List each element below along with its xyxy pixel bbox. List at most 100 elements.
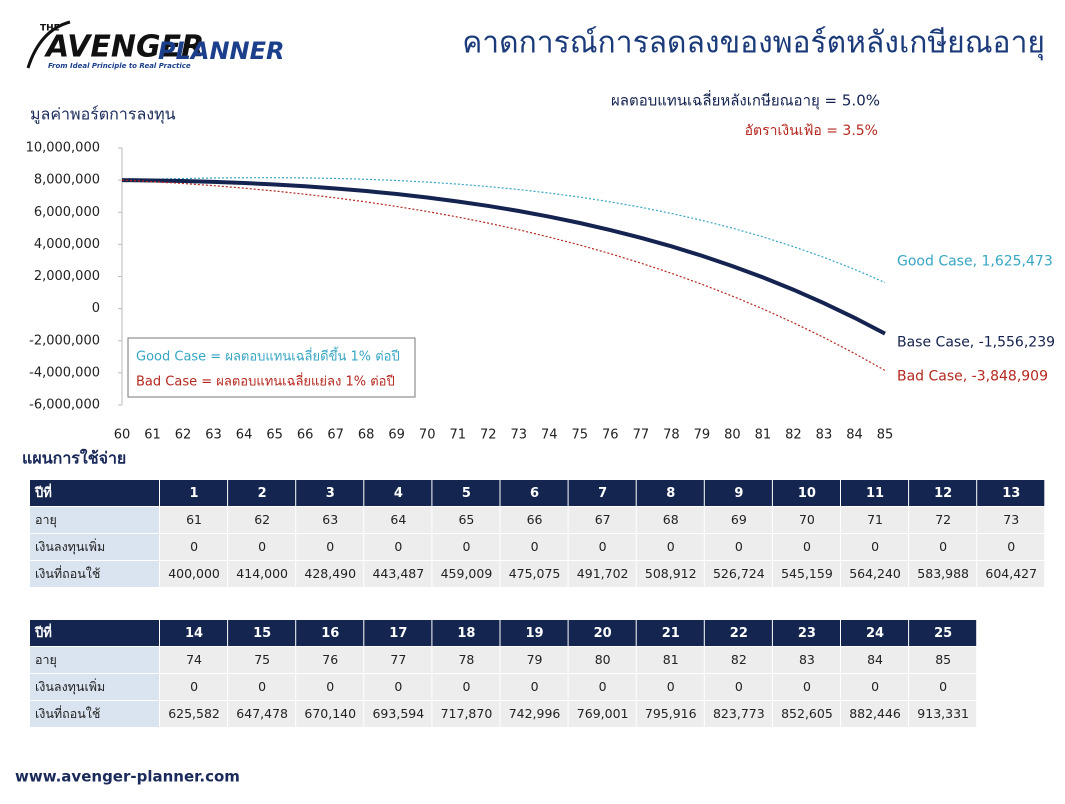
cell-text: 742,996 (509, 706, 561, 721)
header-text: 21 (662, 626, 680, 641)
cell-text: 69 (731, 512, 747, 527)
table-cell (364, 561, 432, 587)
footer: www.avenger-planner.com (15, 768, 240, 786)
y-tick-label: 8,000,000 (34, 173, 100, 188)
table-cell (568, 534, 636, 560)
cell-text: 852,605 (781, 706, 833, 721)
cell-text: 0 (939, 679, 947, 694)
table-cell (977, 507, 1045, 533)
table-cell (500, 534, 568, 560)
cell-text: 70 (799, 512, 815, 527)
cell-text: 604,427 (985, 566, 1037, 581)
logo-swoosh (26, 20, 71, 69)
note-box (127, 337, 416, 398)
header-cell (228, 480, 296, 506)
table-cell (500, 561, 568, 587)
cell-text: 0 (667, 679, 675, 694)
table-cell (909, 674, 977, 700)
cell-text: 0 (939, 539, 947, 554)
cell-text: 0 (326, 679, 334, 694)
annotation: Good Case = ผลตอบแทนเฉลี่ยดีขึ้น 1% ต่อป… (136, 347, 400, 365)
line-series (121, 177, 886, 284)
header-cell (30, 620, 159, 646)
y-tick-label: 10,000,000 (26, 141, 100, 156)
cell-text: 82 (731, 652, 747, 667)
header-cell (568, 620, 636, 646)
header-cell (568, 480, 636, 506)
cell-text: อายุ (35, 652, 57, 668)
table-cell (296, 507, 364, 533)
table-cell (909, 534, 977, 560)
cell-text: 0 (735, 679, 743, 694)
x-tick-label: 72 (480, 428, 497, 443)
header-text: 1 (190, 486, 199, 501)
table-cell (30, 701, 159, 727)
annotation: ผลตอบแทนเฉลี่ยหลังเกษียณอายุ = 5.0% (611, 90, 880, 111)
x-tick-label: 73 (510, 428, 527, 443)
table-cell (30, 534, 159, 560)
table-cell (228, 701, 296, 727)
x-tick-label: 78 (663, 428, 680, 443)
table-cell (636, 701, 704, 727)
cell-text: 0 (667, 539, 675, 554)
table-cell (636, 534, 704, 560)
header-text: 22 (730, 626, 748, 641)
header-text: 11 (866, 486, 884, 501)
table-cell (772, 701, 840, 727)
table-cell (364, 507, 432, 533)
header-cell (30, 480, 159, 506)
table-cell (228, 507, 296, 533)
table-cell (30, 507, 159, 533)
cell-text: อายุ (35, 512, 57, 528)
table-cell (296, 647, 364, 673)
table-cell (909, 561, 977, 587)
cell-text: 61 (186, 512, 202, 527)
table-cell (228, 561, 296, 587)
table-cell (568, 647, 636, 673)
page-title: คาดการณ์การลดลงของพอร์ตหลังเกษียณอายุ (462, 26, 1045, 62)
y-axis-label: มูลค่าพอร์ตการลงทุน (30, 105, 176, 125)
header-text: 25 (934, 626, 952, 641)
table-cell (704, 701, 772, 727)
header-text: 5 (462, 486, 471, 501)
table-cell (636, 561, 704, 587)
x-tick-label: 70 (419, 428, 436, 443)
cell-text: 66 (527, 512, 543, 527)
cell-text: 0 (394, 679, 402, 694)
cell-text: 913,331 (917, 706, 969, 721)
cell-text: 583,988 (917, 566, 969, 581)
header-cell (500, 620, 568, 646)
cell-text: 564,240 (849, 566, 901, 581)
table-cell (909, 701, 977, 727)
header-text: 9 (734, 486, 743, 501)
header-cell (704, 480, 772, 506)
table-cell (160, 507, 228, 533)
table-cell (160, 674, 228, 700)
table-cell (30, 674, 159, 700)
cell-text: 67 (595, 512, 611, 527)
header-text: 18 (457, 626, 475, 641)
cell-text: 717,870 (441, 706, 493, 721)
header-cell (977, 480, 1045, 506)
table-cell (432, 674, 500, 700)
cell-text: 0 (1007, 539, 1015, 554)
x-tick-label: 75 (572, 428, 589, 443)
table-cell (364, 674, 432, 700)
header-text: 24 (866, 626, 884, 641)
table-cell (909, 507, 977, 533)
cell-text: 769,001 (577, 706, 629, 721)
header-text: 7 (598, 486, 607, 501)
header-cell (228, 620, 296, 646)
cell-text: 0 (803, 679, 811, 694)
header-text: 14 (185, 626, 203, 641)
table-cell (636, 674, 704, 700)
annotation: อัตราเงินเฟ้อ = 3.5% (745, 123, 878, 139)
cell-text: 0 (599, 679, 607, 694)
header-cell (841, 480, 909, 506)
cell-text: 0 (599, 539, 607, 554)
y-tick-label: 4,000,000 (34, 237, 100, 252)
table-cell (841, 674, 909, 700)
header-text: 8 (666, 486, 675, 501)
cell-text: 0 (735, 539, 743, 554)
cell-text: เงินที่ถอนใช้ (35, 565, 100, 581)
